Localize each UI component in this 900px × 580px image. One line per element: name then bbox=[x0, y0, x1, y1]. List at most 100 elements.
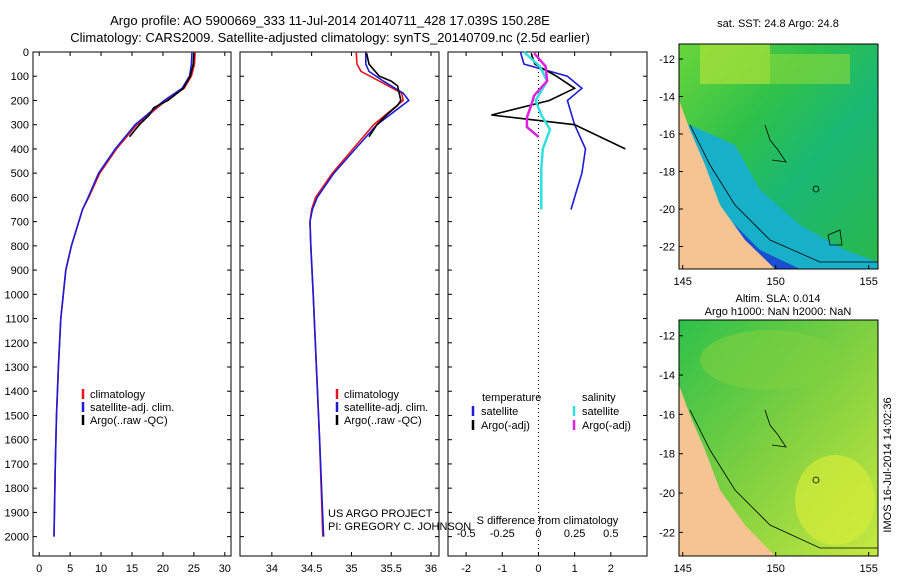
salinity-xtick-label: 35 bbox=[345, 563, 357, 575]
depth-tick-label: 300 bbox=[11, 120, 29, 132]
credit-line2: PI: GREGORY C. JOHNSON bbox=[328, 521, 471, 533]
depth-tick-label: 200 bbox=[11, 95, 29, 107]
salinity-series-argo-raw-qc- bbox=[365, 53, 402, 138]
diff-legend-label: Argo(-adj) bbox=[481, 420, 530, 432]
sla-map-lat-label: -18 bbox=[659, 449, 675, 461]
diff-legend-label: satellite bbox=[481, 406, 518, 418]
depth-tick-label: 500 bbox=[11, 168, 29, 180]
depth-tick-label: 700 bbox=[11, 217, 29, 229]
diff-legend-label: Argo(-adj) bbox=[582, 420, 631, 432]
sla-map-lat-label: -12 bbox=[659, 331, 675, 343]
sla-reef-dot bbox=[812, 476, 820, 484]
sla-map: Altim. SLA: 0.014 Argo h1000: NaN h2000:… bbox=[659, 293, 879, 575]
salinity-legend-label: climatology bbox=[344, 389, 400, 401]
temperature-xtick-label: 10 bbox=[95, 563, 107, 575]
sst-reef-dot bbox=[812, 185, 820, 193]
sst-map-lat-label: -22 bbox=[659, 242, 675, 254]
salinity-diff-tick-label: 0.25 bbox=[564, 528, 585, 540]
sla-map-lon-label: 155 bbox=[860, 563, 878, 575]
difference-xtick-label: -2 bbox=[461, 563, 471, 575]
sla-high-patch bbox=[795, 455, 875, 545]
sst-reef-outline-2 bbox=[827, 229, 843, 246]
depth-tick-label: 400 bbox=[11, 144, 29, 156]
depth-tick-label: 100 bbox=[11, 71, 29, 83]
sst-map-lon-label: 145 bbox=[674, 276, 692, 288]
temperature-xtick-label: 30 bbox=[219, 563, 231, 575]
diff-legend-temperature-title: temperature bbox=[482, 392, 541, 404]
salinity-series-satellite-adj-clim- bbox=[309, 52, 410, 537]
difference-xtick-label: -1 bbox=[497, 563, 507, 575]
sst-isobath bbox=[689, 124, 878, 263]
sst-warm-patch-2 bbox=[760, 54, 850, 84]
depth-tick-label: 800 bbox=[11, 241, 29, 253]
salinity-xtick-label: 36 bbox=[425, 563, 437, 575]
timestamp-text: IMOS 16-Jul-2014 14:02:36 bbox=[882, 397, 894, 533]
sst-map-lon-label: 155 bbox=[860, 276, 878, 288]
sst-map: sat. SST: 24.8 Argo: 24.8 145 150 155 -12 -1… bbox=[659, 18, 879, 288]
salinity-legend-label: satellite-adj. clim. bbox=[344, 402, 428, 414]
depth-tick-label: 1100 bbox=[5, 314, 29, 326]
temperature-legend-label: Argo(..raw -QC) bbox=[90, 415, 168, 427]
salinity-plot: 3434.53535.536salinityclimatologysatelli… bbox=[239, 51, 440, 580]
sst-map-lat-label: -20 bbox=[659, 204, 675, 216]
temperature-xtick-label: 25 bbox=[188, 563, 200, 575]
difference-series-salinity-satellite bbox=[523, 51, 552, 210]
timestamp-label: IMOS 16-Jul-2014 14:02:36 bbox=[878, 380, 898, 550]
sla-map-lon-label: 145 bbox=[674, 563, 692, 575]
depth-tick-label: 0 bbox=[23, 47, 29, 59]
difference-series-salinity-argo bbox=[525, 52, 549, 138]
depth-tick-label: 1300 bbox=[5, 362, 29, 374]
depth-tick-label: 1700 bbox=[5, 459, 29, 471]
diff-legend-label: satellite bbox=[582, 406, 619, 418]
depth-tick-label: 1200 bbox=[5, 338, 29, 350]
sst-land bbox=[679, 100, 775, 269]
salinity-xtick-label: 35.5 bbox=[381, 563, 402, 575]
sla-map-frame bbox=[678, 319, 879, 557]
temperature-series-argo-raw-qc- bbox=[128, 53, 195, 138]
sla-map-lat-label: -16 bbox=[659, 409, 675, 421]
sla-map-lat-label: -22 bbox=[659, 527, 675, 539]
salinity-diff-tick-label: 0 bbox=[535, 528, 541, 540]
depth-tick-label: 1800 bbox=[5, 483, 29, 495]
sst-map-frame bbox=[678, 43, 879, 270]
temperature-xtick-label: 20 bbox=[157, 563, 169, 575]
salinity-diff-xlabel: S difference from climatology bbox=[477, 515, 619, 527]
temperature-legend-label: climatology bbox=[90, 389, 146, 401]
depth-tick-label: 1900 bbox=[5, 507, 29, 519]
salinity-xtick-label: 34 bbox=[266, 563, 278, 575]
sla-land bbox=[679, 385, 775, 556]
sla-map-lon-label: 150 bbox=[767, 563, 785, 575]
difference-xtick-label: 0 bbox=[535, 563, 541, 575]
salinity-series-climatology bbox=[309, 51, 405, 537]
sst-shelf-water bbox=[679, 120, 878, 269]
credit-line1: US ARGO PROJECT bbox=[328, 508, 433, 520]
sst-map-lat-label: -18 bbox=[659, 167, 675, 179]
temperature-series-climatology bbox=[53, 51, 196, 537]
sla-map-title: Altim. SLA: 0.014 bbox=[736, 293, 821, 305]
salinity-diff-tick-label: -0.5 bbox=[457, 528, 476, 540]
temperature-xtick-label: 15 bbox=[126, 563, 138, 575]
diff-legend-salinity-title: salinity bbox=[582, 392, 616, 404]
difference-xtick-label: 2 bbox=[608, 563, 614, 575]
sla-patch bbox=[700, 330, 840, 390]
salinity-diff-tick-label: -0.25 bbox=[490, 528, 515, 540]
depth-tick-label: 1600 bbox=[5, 435, 29, 447]
sla-map-lat-label: -14 bbox=[659, 370, 675, 382]
sst-map-lat-label: -14 bbox=[659, 92, 675, 104]
salinity-diff-tick-label: 0.5 bbox=[603, 528, 618, 540]
sla-map-subtitle: Argo h1000: NaN h2000: NaN bbox=[705, 306, 852, 318]
depth-tick-label: 600 bbox=[11, 192, 29, 204]
temperature-plot: 0100200300400500600700800900100011001200… bbox=[5, 47, 232, 580]
difference-xtick-label: 1 bbox=[572, 563, 578, 575]
chart-title-line1: Argo profile: AO 5900669_333 11-Jul-2014… bbox=[110, 13, 550, 28]
depth-tick-label: 900 bbox=[11, 265, 29, 277]
depth-tick-label: 2000 bbox=[5, 532, 29, 544]
sst-map-lat-label: -12 bbox=[659, 54, 675, 66]
sst-reef-outline bbox=[764, 124, 787, 163]
temperature-xtick-label: 0 bbox=[36, 563, 42, 575]
sst-map-lat-label: -16 bbox=[659, 129, 675, 141]
sla-map-lat-label: -20 bbox=[659, 488, 675, 500]
salinity-frame bbox=[239, 51, 440, 557]
sst-map-title: sat. SST: 24.8 Argo: 24.8 bbox=[717, 18, 839, 30]
